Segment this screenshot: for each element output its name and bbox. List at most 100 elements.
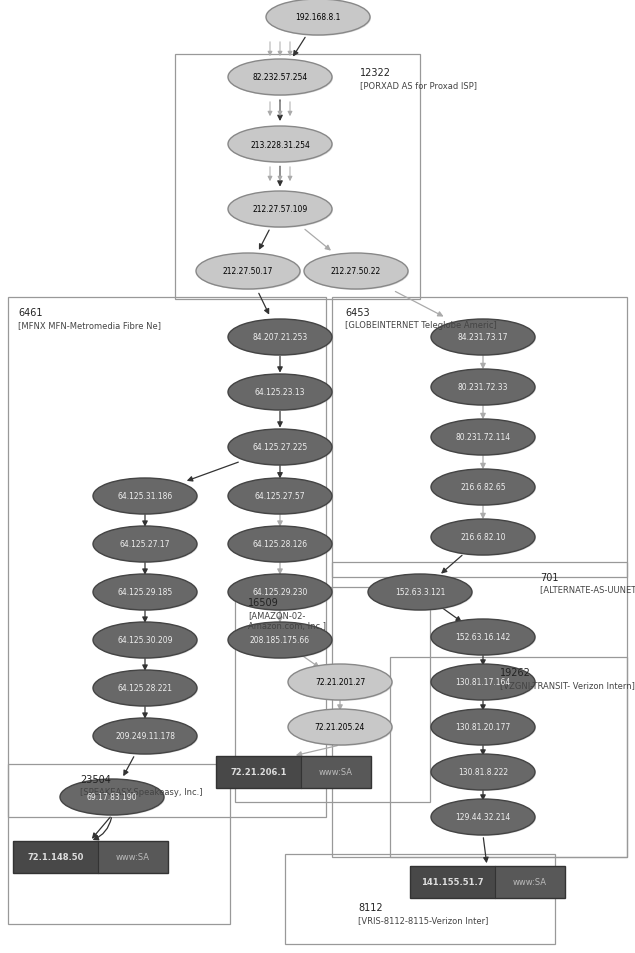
Ellipse shape: [229, 128, 333, 164]
Ellipse shape: [94, 720, 198, 755]
Text: 130.81.20.177: 130.81.20.177: [455, 722, 511, 732]
Text: 64.125.27.57: 64.125.27.57: [255, 492, 305, 501]
Text: 64.125.31.186: 64.125.31.186: [117, 492, 173, 501]
Text: 82.232.57.254: 82.232.57.254: [252, 73, 307, 82]
Ellipse shape: [432, 320, 536, 356]
Ellipse shape: [93, 670, 197, 706]
Ellipse shape: [288, 664, 392, 700]
Text: [PORXAD AS for Proxad ISP]: [PORXAD AS for Proxad ISP]: [360, 81, 477, 90]
Text: 208.185.175.66: 208.185.175.66: [250, 636, 310, 645]
Text: 64.125.28.126: 64.125.28.126: [253, 540, 307, 549]
Bar: [332, 297, 627, 578]
Ellipse shape: [93, 526, 197, 562]
Text: 6461: 6461: [18, 308, 43, 317]
Text: [VRIS-8112-8115-Verizon Inter]: [VRIS-8112-8115-Verizon Inter]: [358, 915, 488, 924]
Text: Amazon.com, Inc.]: Amazon.com, Inc.]: [248, 621, 326, 630]
Ellipse shape: [228, 622, 332, 659]
Bar: [216, 757, 371, 788]
Bar: [235, 587, 430, 802]
Ellipse shape: [229, 576, 333, 612]
Bar: [410, 866, 565, 898]
Text: 19262: 19262: [500, 667, 531, 678]
Ellipse shape: [93, 622, 197, 659]
Text: 84.207.21.253: 84.207.21.253: [252, 334, 307, 342]
Ellipse shape: [432, 471, 536, 506]
Ellipse shape: [228, 60, 332, 96]
Ellipse shape: [228, 127, 332, 163]
Bar: [13, 841, 168, 873]
Ellipse shape: [229, 623, 333, 659]
Text: 216.6.82.10: 216.6.82.10: [460, 533, 505, 542]
Text: 192.168.8.1: 192.168.8.1: [295, 13, 341, 23]
Ellipse shape: [305, 254, 409, 291]
Ellipse shape: [432, 520, 536, 557]
Text: www:SA: www:SA: [319, 768, 353, 777]
Text: 64.125.27.225: 64.125.27.225: [252, 443, 307, 452]
Ellipse shape: [431, 470, 535, 505]
Bar: [98, 841, 168, 873]
Ellipse shape: [431, 800, 535, 835]
Ellipse shape: [94, 671, 198, 707]
Bar: [495, 866, 565, 898]
Text: 64.125.27.17: 64.125.27.17: [120, 540, 170, 549]
Text: [GLOBEINTERNET Teleglobe Americ]: [GLOBEINTERNET Teleglobe Americ]: [345, 320, 497, 330]
Text: [AMAZON-02-: [AMAZON-02-: [248, 610, 305, 619]
Text: 72.1.148.50: 72.1.148.50: [27, 853, 84, 862]
Text: [ALTERNATE-AS-UUNET Technologi]: [ALTERNATE-AS-UUNET Technologi]: [540, 585, 635, 595]
Text: 129.44.32.214: 129.44.32.214: [455, 813, 511, 821]
Text: 23504: 23504: [80, 774, 111, 784]
Ellipse shape: [229, 375, 333, 412]
Text: 212.27.50.22: 212.27.50.22: [331, 267, 381, 276]
Text: 209.249.11.178: 209.249.11.178: [115, 732, 175, 740]
Ellipse shape: [228, 375, 332, 411]
Ellipse shape: [431, 419, 535, 456]
Ellipse shape: [228, 192, 332, 228]
Ellipse shape: [432, 371, 536, 407]
Ellipse shape: [267, 1, 371, 37]
Ellipse shape: [368, 575, 472, 610]
Text: 130.81.8.222: 130.81.8.222: [458, 768, 508, 777]
Bar: [175, 55, 420, 299]
Ellipse shape: [197, 254, 301, 291]
Text: 8112: 8112: [358, 902, 383, 912]
Text: [VZGNI-TRANSIT- Verizon Intern]: [VZGNI-TRANSIT- Verizon Intern]: [500, 680, 635, 689]
Ellipse shape: [228, 575, 332, 610]
Ellipse shape: [369, 576, 473, 612]
Ellipse shape: [93, 719, 197, 754]
Ellipse shape: [288, 709, 392, 745]
Ellipse shape: [229, 320, 333, 356]
Bar: [410, 866, 495, 898]
Ellipse shape: [431, 619, 535, 656]
Bar: [332, 562, 627, 857]
Text: 64.125.23.13: 64.125.23.13: [255, 388, 305, 397]
Text: 80.231.72.33: 80.231.72.33: [458, 383, 508, 392]
Ellipse shape: [431, 370, 535, 406]
Ellipse shape: [432, 665, 536, 701]
Ellipse shape: [431, 319, 535, 355]
Ellipse shape: [431, 519, 535, 556]
Bar: [8, 764, 230, 924]
Text: 84.231.73.17: 84.231.73.17: [458, 334, 508, 342]
Ellipse shape: [94, 527, 198, 563]
Text: 64.125.29.185: 64.125.29.185: [117, 588, 173, 597]
Text: 701: 701: [540, 573, 559, 582]
Text: 72.21.201.27: 72.21.201.27: [315, 678, 365, 687]
Ellipse shape: [228, 430, 332, 465]
Ellipse shape: [93, 575, 197, 610]
Ellipse shape: [229, 61, 333, 97]
Text: [SPEAKEASY-Speakeasy, Inc.]: [SPEAKEASY-Speakeasy, Inc.]: [80, 787, 203, 796]
Text: 216.6.82.65: 216.6.82.65: [460, 483, 506, 492]
Text: 12322: 12322: [360, 68, 391, 78]
Ellipse shape: [60, 780, 164, 815]
Ellipse shape: [229, 527, 333, 563]
Ellipse shape: [228, 319, 332, 355]
Ellipse shape: [432, 755, 536, 791]
Text: 72.21.205.24: 72.21.205.24: [315, 722, 365, 732]
Text: 64.125.30.209: 64.125.30.209: [117, 636, 173, 645]
Ellipse shape: [289, 710, 393, 746]
Ellipse shape: [228, 526, 332, 562]
Text: 212.27.57.109: 212.27.57.109: [252, 205, 307, 214]
Text: [MFNX MFN-Metromedia Fibre Ne]: [MFNX MFN-Metromedia Fibre Ne]: [18, 320, 161, 330]
Ellipse shape: [196, 253, 300, 290]
Text: 69.17.83.190: 69.17.83.190: [87, 793, 137, 801]
